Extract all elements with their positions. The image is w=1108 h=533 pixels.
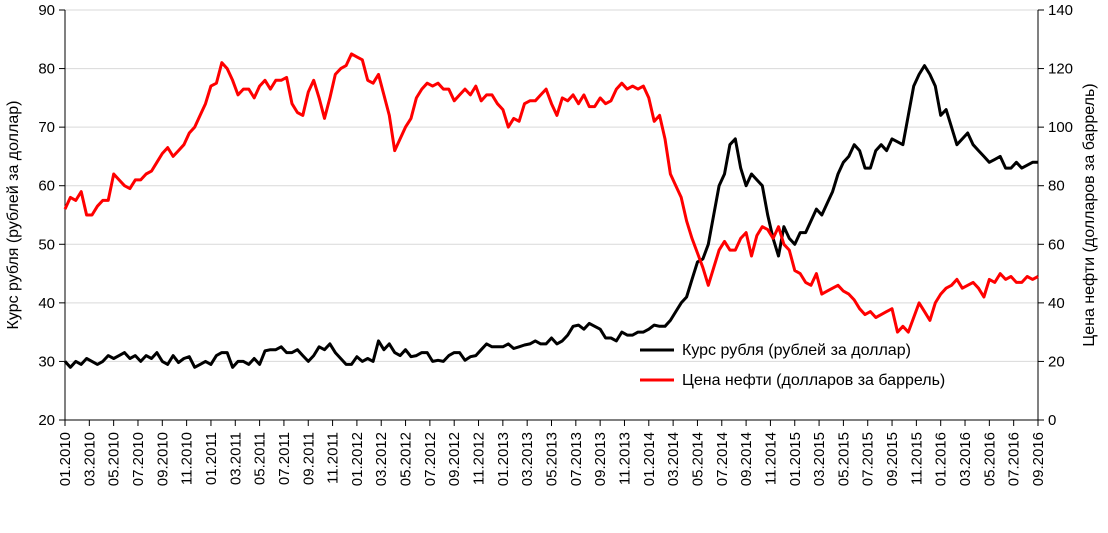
y-right-tick-label: 20 <box>1048 353 1065 370</box>
x-tick-label: 11.2015 <box>908 432 925 485</box>
x-tick-label: 01.2012 <box>349 432 366 486</box>
x-tick-label: 09.2010 <box>154 432 171 486</box>
x-tick-label: 05.2014 <box>689 432 706 486</box>
y-right-tick-label: 40 <box>1048 295 1065 312</box>
x-tick-label: 01.2016 <box>933 432 950 486</box>
x-tick-label: 03.2012 <box>373 432 390 486</box>
x-tick-label: 03.2011 <box>227 432 244 485</box>
y-left-axis-label: Курс рубля (рублей за доллар) <box>5 101 22 330</box>
x-tick-label: 09.2014 <box>738 432 755 486</box>
y-right-tick-label: 80 <box>1048 178 1065 195</box>
x-tick-label: 01.2015 <box>787 432 804 486</box>
x-tick-label: 05.2011 <box>252 432 269 485</box>
x-tick-label: 05.2016 <box>981 432 998 486</box>
y-left-tick-label: 30 <box>38 353 55 370</box>
x-tick-label: 07.2010 <box>130 432 147 486</box>
y-right-tick-label: 0 <box>1048 412 1056 429</box>
x-tick-label: 03.2014 <box>665 432 682 486</box>
y-left-tick-label: 70 <box>38 119 55 136</box>
x-tick-label: 07.2011 <box>276 432 293 485</box>
y-right-tick-label: 60 <box>1048 236 1065 253</box>
y-right-axis-label: Цена нефти (долларов за баррель) <box>1081 83 1098 346</box>
y-left-tick-label: 50 <box>38 236 55 253</box>
y-left-tick-label: 60 <box>38 178 55 195</box>
x-tick-label: 09.2016 <box>1030 432 1047 486</box>
y-left-tick-label: 20 <box>38 412 55 429</box>
x-tick-label: 01.2013 <box>495 432 512 486</box>
x-tick-label: 09.2012 <box>446 432 463 486</box>
y-left-tick-label: 40 <box>38 295 55 312</box>
y-left-tick-label: 80 <box>38 61 55 78</box>
x-tick-label: 03.2016 <box>957 432 974 486</box>
x-tick-label: 07.2014 <box>714 432 731 486</box>
y-right-tick-label: 140 <box>1048 2 1073 19</box>
y-right-tick-label: 120 <box>1048 61 1073 78</box>
x-tick-label: 07.2012 <box>422 432 439 486</box>
x-tick-label: 07.2015 <box>860 432 877 486</box>
x-tick-label: 11.2012 <box>471 432 488 485</box>
x-tick-label: 01.2010 <box>57 432 74 486</box>
dual-axis-line-chart: 20 30 40 50 60 70 80 90 0 20 40 60 80 100 120 140 01.201… <box>0 0 1108 533</box>
x-tick-label: 05.2015 <box>835 432 852 486</box>
x-tick-label: 03.2010 <box>81 432 98 486</box>
x-tick-label: 11.2013 <box>616 432 633 485</box>
x-tick-label: 01.2014 <box>641 432 658 486</box>
legend-label: Цена нефти (долларов за баррель) <box>682 372 945 389</box>
y-left-tick-label: 90 <box>38 2 55 19</box>
x-tick-label: 11.2014 <box>762 432 779 485</box>
x-tick-label: 01.2011 <box>203 432 220 485</box>
x-tick-label: 03.2015 <box>811 432 828 486</box>
x-tick-label: 05.2010 <box>106 432 123 486</box>
x-tick-label: 07.2016 <box>1006 432 1023 486</box>
x-tick-label: 09.2015 <box>884 432 901 486</box>
x-tick-label: 07.2013 <box>568 432 585 486</box>
y-right-tick-label: 100 <box>1048 119 1073 136</box>
x-tick-label: 03.2013 <box>519 432 536 486</box>
x-tick-label: 05.2013 <box>544 432 561 486</box>
x-tick-label: 05.2012 <box>398 432 415 486</box>
x-tick-label: 11.2011 <box>325 432 342 484</box>
x-tick-label: 09.2011 <box>300 432 317 485</box>
legend-label: Курс рубля (рублей за доллар) <box>682 342 911 359</box>
x-tick-label: 09.2013 <box>592 432 609 486</box>
x-tick-label: 11.2010 <box>179 432 196 485</box>
